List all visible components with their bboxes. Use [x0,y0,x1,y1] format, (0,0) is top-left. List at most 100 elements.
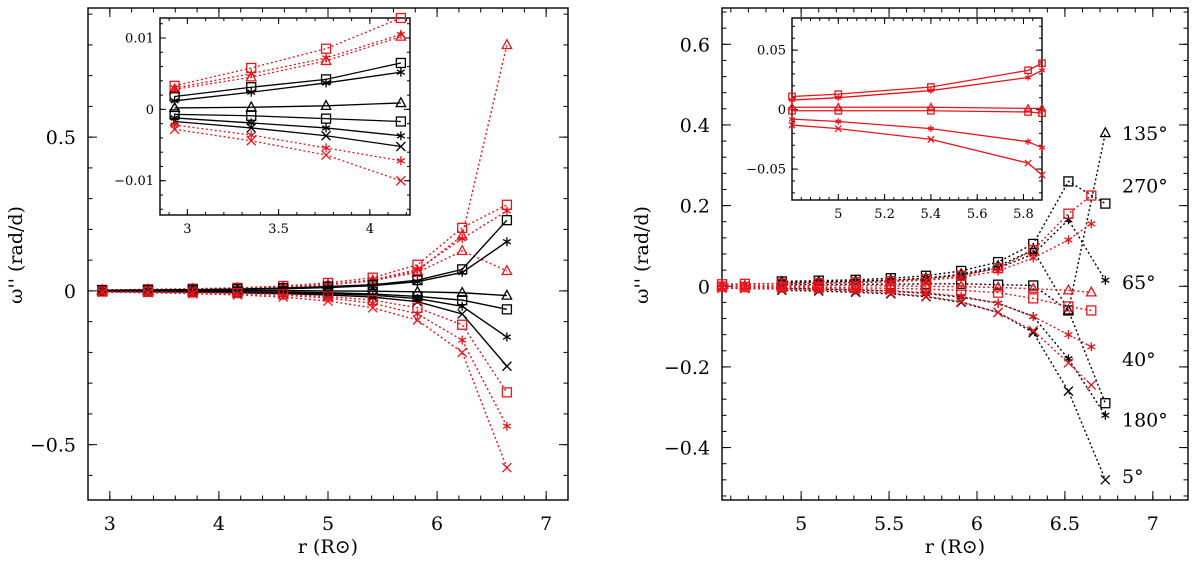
data-point [1024,108,1032,116]
data-point [835,94,842,101]
data-point [1023,103,1033,112]
series-6 [788,121,1046,179]
series-line [102,204,508,291]
x-tick-label: 6 [971,513,983,535]
x-axis-label: r (R⊙) [925,536,985,558]
y-tick-label: −0.01 [114,174,154,189]
data-point [1028,238,1039,250]
data-point [1037,103,1047,112]
data-point [1085,285,1098,297]
y-tick-label: −0.2 [664,357,710,379]
series-line [102,290,508,338]
data-point [834,106,843,115]
data-point [992,280,1004,292]
series-1 [788,59,1046,101]
y-axis-label: ω'' (rad/d) [631,206,653,304]
series-line [174,35,402,91]
data-point [501,288,513,300]
data-point [787,102,797,111]
data-point [1100,474,1111,485]
data-point [395,141,406,152]
angle-label: 270° [1122,175,1168,197]
data-point [956,296,967,307]
data-point [1064,330,1073,340]
data-point [169,124,180,135]
data-point [395,30,407,41]
series-line [174,71,401,102]
y-tick-label: 0 [778,103,786,118]
data-point [457,347,468,358]
data-point [776,284,787,295]
data-point [1086,380,1097,391]
series-4 [788,106,1046,118]
series-line [781,283,1107,404]
series-line [174,102,401,109]
y-tick-label: −0.4 [664,438,710,460]
series-13 [97,287,512,473]
data-point [1025,138,1032,145]
data-point [1025,74,1032,81]
x-tick-label: 6.5 [1050,513,1080,535]
data-point [1063,301,1074,312]
data-point [1062,303,1075,315]
data-point [395,116,407,127]
data-point [396,131,406,141]
y-tick-label: 0.5 [46,127,76,149]
series-3 [97,206,512,295]
data-point [1028,325,1039,336]
data-point [457,234,467,244]
data-point [232,289,243,300]
data-point [97,287,108,298]
data-point [1038,67,1046,74]
data-point [993,298,1003,308]
series-line [102,289,507,297]
data-point [1063,386,1074,397]
series-9 [169,116,406,152]
data-point [501,387,513,398]
data-point [412,296,423,307]
data-point [246,135,257,146]
data-point [367,292,378,303]
x-tick-label: 6 [431,513,443,535]
data-point [833,102,843,111]
data-point [457,267,467,277]
data-point [927,125,934,132]
inset-background [792,18,1042,200]
data-point [788,106,796,115]
data-point [187,288,198,299]
series-line [722,285,1092,294]
data-point [1064,215,1073,225]
x-tick-label: 3.5 [268,222,289,237]
data-point [501,215,513,226]
data-point [813,284,824,295]
data-point [1024,159,1032,167]
x-tick-label: 4 [366,222,374,237]
series-line [174,33,402,89]
data-point [412,315,423,326]
series-11 [717,282,1096,352]
data-point [501,304,513,315]
x-tick-label: 5.2 [874,207,895,222]
x-tick-label: 7 [1147,513,1159,535]
data-point [457,222,468,234]
data-point [245,70,258,82]
data-point [921,291,931,302]
data-point [502,332,512,342]
data-point [395,57,407,69]
data-point [143,287,153,298]
series-line [174,17,402,87]
data-point [247,130,256,140]
series-line [174,120,401,148]
series-line [792,110,1043,114]
data-point [321,143,331,153]
data-point [413,277,422,287]
data-point [835,118,842,125]
data-point [320,43,332,54]
data-point [1099,126,1112,138]
x-tick-label: 3 [104,513,116,535]
data-point [926,102,936,111]
series-line [174,62,402,98]
series-line [102,219,508,291]
series-3 [168,30,407,94]
